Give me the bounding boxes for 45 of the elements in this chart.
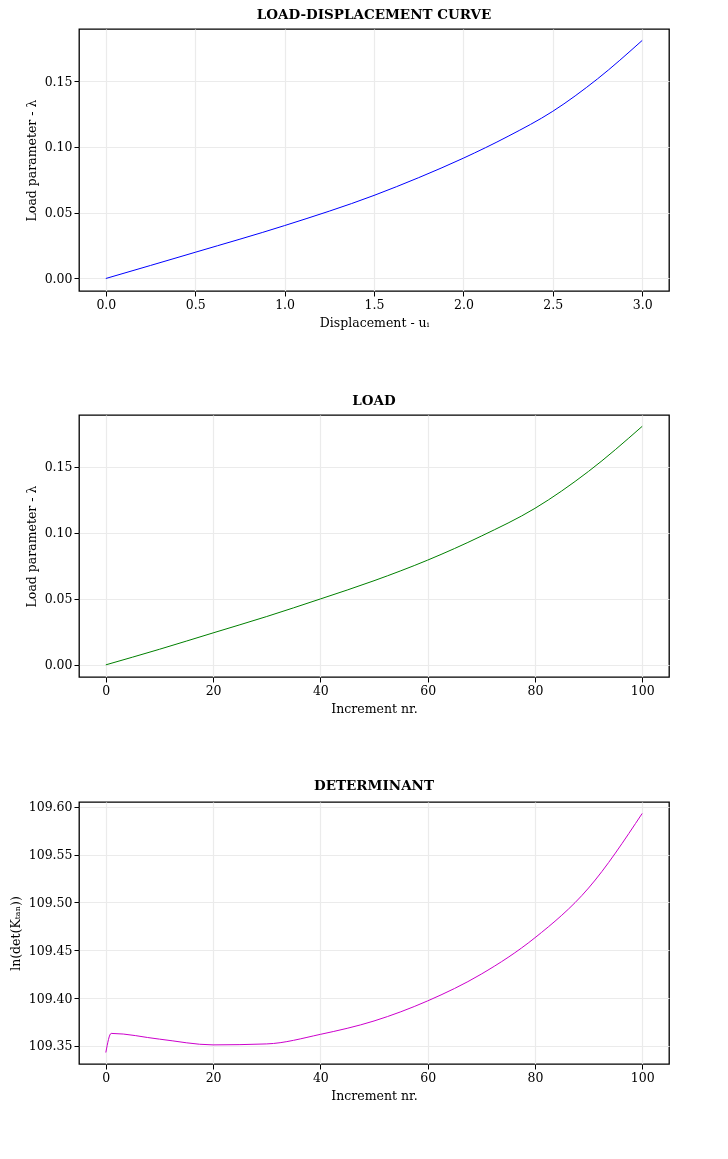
x-tick-label: 60: [420, 1069, 437, 1085]
y-tick-label: 0.05: [44, 205, 73, 221]
line-series: [105, 812, 643, 1054]
x-tick-label: 3.0: [632, 296, 653, 312]
x-axis-title: Increment nr.: [331, 1088, 418, 1103]
chart-title: DETERMINANT: [313, 777, 435, 794]
line-series: [105, 39, 643, 279]
y-tick-label: 109.45: [28, 942, 73, 958]
x-tick-label: 20: [205, 1069, 222, 1085]
x-tick-label: 100: [630, 1069, 655, 1085]
y-tick-label: 109.50: [28, 894, 73, 910]
y-tick-label: 0.00: [44, 270, 73, 286]
x-tick-label: 100: [630, 682, 655, 698]
y-tick-label: 109.40: [28, 990, 73, 1006]
x-axis-title: Increment nr.: [331, 701, 418, 716]
y-tick-label: 0.00: [44, 657, 73, 673]
y-axis-title: ln(det(Kₜₐₙ)): [7, 896, 23, 971]
x-tick-label: 1.0: [275, 296, 296, 312]
x-tick-label: 0.5: [185, 296, 206, 312]
x-tick-label: 0: [102, 682, 111, 698]
y-tick-label: 0.15: [44, 73, 73, 89]
y-tick-label: 109.60: [28, 799, 73, 815]
chart-title: LOAD: [352, 391, 397, 408]
y-tick-label: 0.05: [44, 591, 73, 607]
x-tick-label: 2.5: [543, 296, 564, 312]
x-tick-label: 0.0: [96, 296, 117, 312]
x-tick-label: 20: [205, 682, 222, 698]
x-tick-label: 40: [312, 1069, 329, 1085]
x-tick-label: 1.5: [364, 296, 385, 312]
x-tick-label: 60: [420, 682, 437, 698]
y-tick-label: 0.15: [44, 459, 73, 475]
y-tick-label: 0.10: [44, 139, 73, 155]
y-tick-label: 0.10: [44, 525, 73, 541]
x-tick-label: 40: [312, 682, 329, 698]
y-axis-title: Load parameter - λ: [23, 485, 39, 608]
y-axis-title: Load parameter - λ: [23, 99, 39, 222]
x-tick-label: 2.0: [453, 296, 474, 312]
x-tick-label: 80: [527, 1069, 544, 1085]
x-tick-label: 80: [527, 682, 544, 698]
y-tick-label: 109.55: [28, 847, 73, 863]
x-axis-title: Displacement - uᵢ: [319, 315, 430, 330]
y-tick-label: 109.35: [28, 1038, 73, 1054]
line-series: [105, 425, 643, 666]
chart-title: LOAD-DISPLACEMENT CURVE: [256, 5, 492, 22]
x-tick-label: 0: [102, 1069, 111, 1085]
